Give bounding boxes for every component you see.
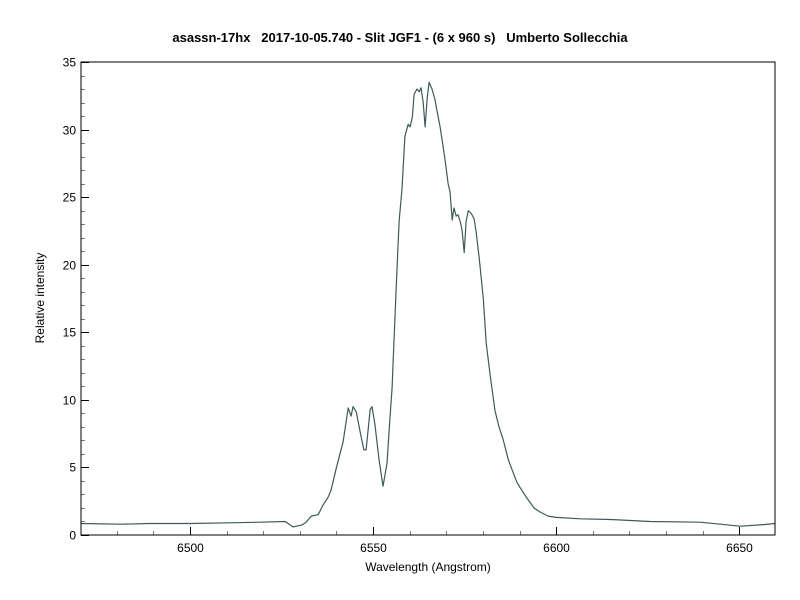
x-axis-label: Wavelength (Angstrom) <box>365 560 491 574</box>
y-tick-label: 30 <box>63 124 77 138</box>
y-tick-label: 20 <box>63 259 77 273</box>
y-tick-label: 25 <box>63 191 77 205</box>
y-tick-label: 10 <box>63 394 77 408</box>
x-tick-label: 6650 <box>726 541 753 555</box>
x-tick-label: 6600 <box>543 541 570 555</box>
major-ticks <box>81 62 740 536</box>
y-tick-label: 15 <box>63 326 77 340</box>
y-tick-label: 0 <box>69 529 76 543</box>
y-axis-label: Relative intensity <box>33 252 47 344</box>
spectrum-line <box>80 81 776 528</box>
x-tick-label: 6500 <box>177 541 204 555</box>
minor-ticks <box>81 62 740 536</box>
y-tick-label: 35 <box>63 56 77 70</box>
y-tick-label: 5 <box>69 461 76 475</box>
plot-frame <box>80 61 776 536</box>
x-tick-label: 6550 <box>360 541 387 555</box>
chart-title: asassn-17hx 2017-10-05.740 - Slit JGF1 -… <box>172 30 628 45</box>
